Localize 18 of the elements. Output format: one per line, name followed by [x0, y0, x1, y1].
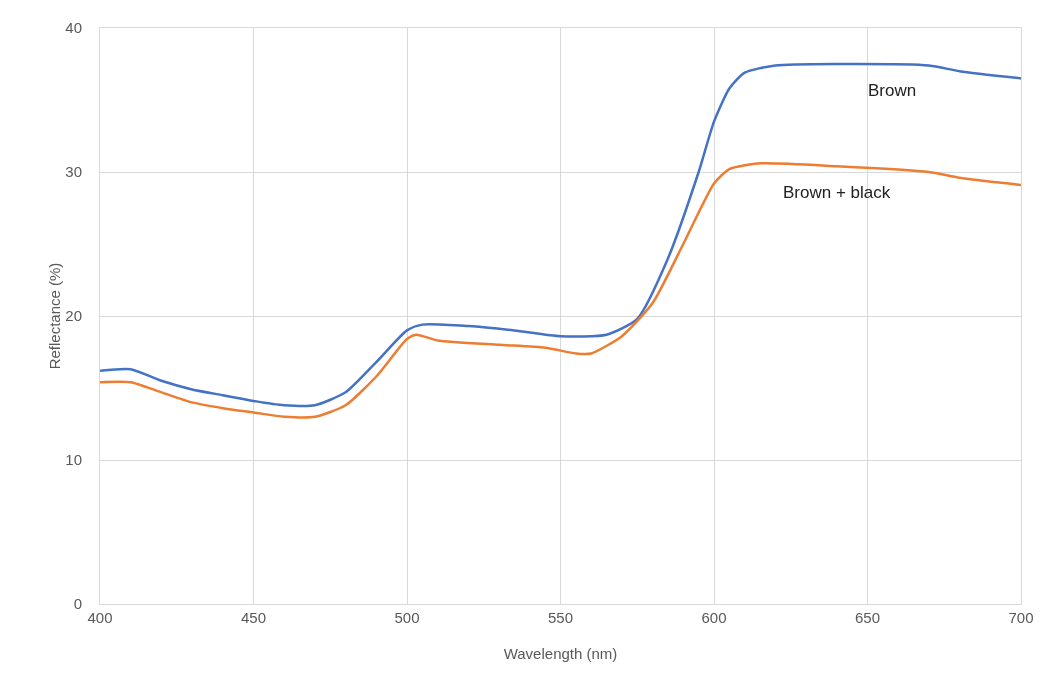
y-axis-title: Reflectance (%) [46, 262, 63, 370]
x-tick-label: 650 [854, 609, 881, 626]
y-tick-label: 30 [65, 163, 82, 181]
y-tick-label: 0 [73, 595, 82, 613]
x-axis-title: Wavelength (nm) [503, 645, 618, 662]
line-series [100, 161, 1021, 419]
series-label: Brown + black [783, 183, 891, 202]
x-tick-label: 500 [394, 609, 420, 626]
series-label: Brown [868, 81, 917, 100]
x-tick-label: 400 [87, 609, 113, 626]
x-tick-label: 600 [701, 609, 727, 626]
line-series [100, 62, 1021, 408]
x-tick-label: 550 [547, 609, 574, 626]
y-tick-label: 20 [65, 307, 82, 325]
x-tick-label: 700 [1008, 609, 1034, 626]
y-tick-label: 40 [65, 19, 82, 37]
y-tick-label: 10 [65, 451, 82, 469]
x-tick-label: 450 [240, 609, 267, 626]
